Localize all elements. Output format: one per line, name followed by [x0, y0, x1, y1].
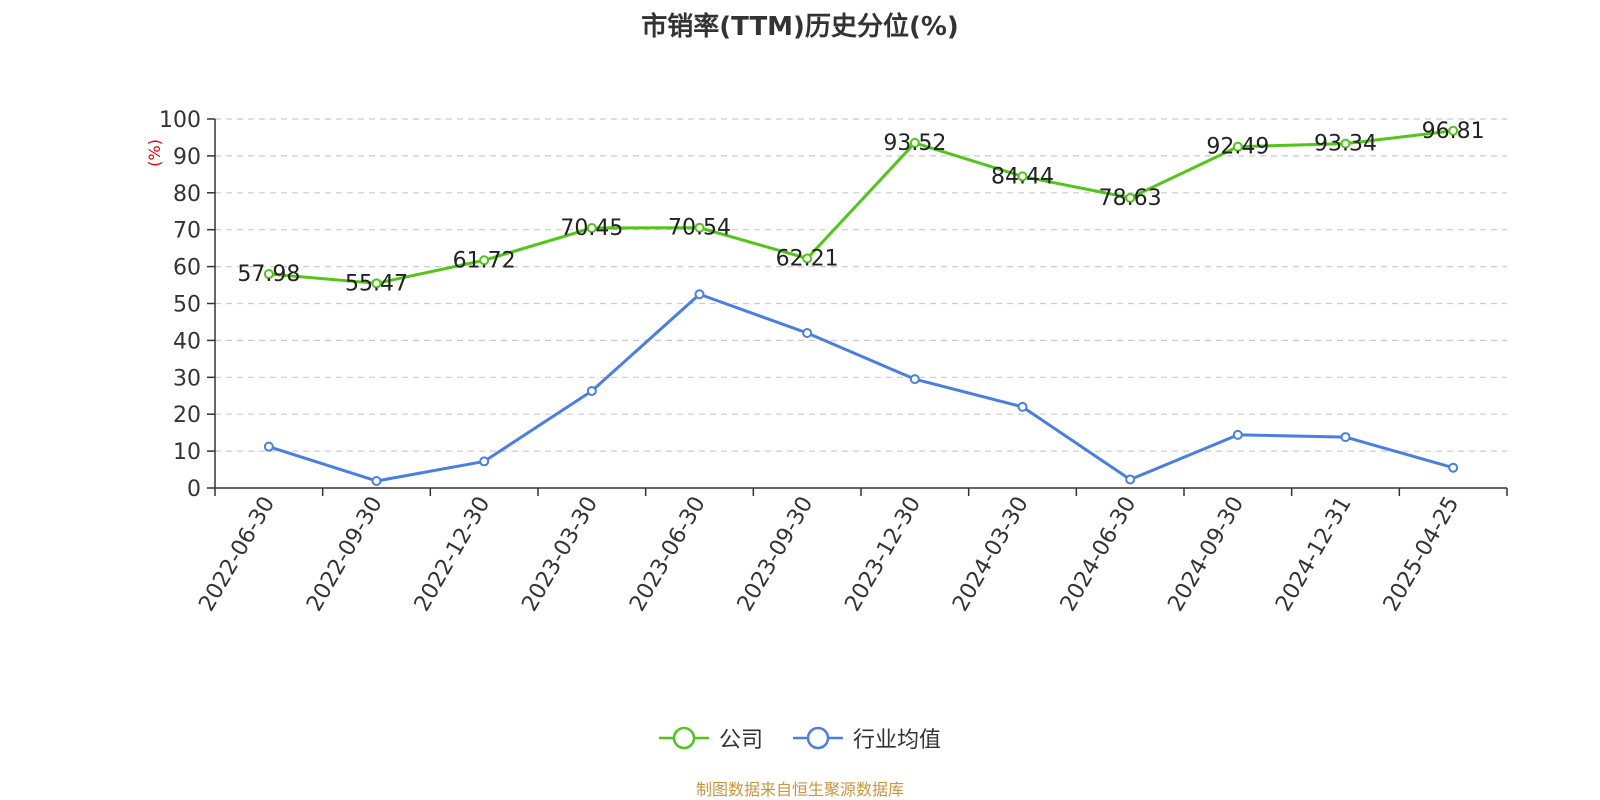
- data-label: 78.63: [1099, 186, 1162, 211]
- series-line-1: [268, 292, 1454, 483]
- data-label: 57.98: [237, 262, 300, 287]
- y-tick-label: 10: [173, 440, 201, 465]
- y-tick-label: 0: [187, 477, 201, 502]
- data-label: 70.45: [560, 216, 623, 241]
- y-tick-label: 20: [173, 403, 201, 428]
- data-point-0: [694, 222, 705, 233]
- x-tick-label: 2022-12-30: [410, 493, 496, 616]
- data-point-0: [479, 255, 490, 266]
- y-axis-label: (%): [145, 139, 164, 167]
- x-tick-label: 2023-06-30: [625, 493, 711, 616]
- x-tick-label: 2025-04-25: [1379, 493, 1465, 616]
- data-point-0: [263, 269, 274, 280]
- series-line-0: [268, 129, 1454, 285]
- legend-item-company[interactable]: 公司: [658, 722, 763, 754]
- data-point-1: [586, 385, 597, 396]
- data-label: 55.47: [345, 271, 408, 296]
- data-point-1: [263, 441, 274, 452]
- data-point-1: [802, 328, 813, 339]
- data-point-1: [1232, 429, 1243, 440]
- legend-label-company: 公司: [718, 728, 763, 753]
- y-tick-label: 40: [173, 329, 201, 354]
- legend-item-industry[interactable]: 行业均值: [793, 722, 941, 754]
- x-tick-label: 2024-06-30: [1056, 493, 1142, 616]
- data-point-1: [694, 289, 705, 300]
- data-label: 70.54: [668, 216, 731, 241]
- data-label: 93.52: [883, 131, 946, 156]
- legend-marker-company: [658, 726, 709, 750]
- data-label: 62.21: [776, 246, 839, 271]
- data-point-1: [1340, 432, 1351, 443]
- data-point-0: [371, 278, 382, 289]
- y-tick-label: 70: [173, 219, 201, 244]
- data-point-0: [1125, 192, 1136, 203]
- x-tick-label: 2024-09-30: [1163, 493, 1249, 616]
- data-point-0: [909, 137, 920, 148]
- data-point-1: [479, 456, 490, 467]
- x-tick-label: 2022-09-30: [302, 493, 388, 616]
- data-label: 61.72: [453, 248, 516, 273]
- data-point-0: [586, 223, 597, 234]
- data-label: 84.44: [991, 164, 1054, 189]
- data-point-1: [1017, 401, 1028, 412]
- x-tick-label: 2024-03-30: [948, 493, 1034, 616]
- y-tick-label: 80: [173, 182, 201, 207]
- chart-title: 市销率(TTM)历史分位(%): [641, 12, 959, 42]
- legend-marker-industry: [793, 726, 843, 750]
- x-tick-label: 2023-09-30: [733, 493, 819, 616]
- data-point-0: [1340, 138, 1351, 149]
- legend-label-industry: 行业均值: [853, 728, 942, 753]
- data-point-1: [371, 475, 382, 486]
- legend: 公司 行业均值: [0, 722, 1600, 754]
- y-tick-label: 50: [173, 293, 201, 318]
- data-point-0: [1017, 171, 1028, 182]
- x-tick-label: 2022-06-30: [194, 493, 280, 616]
- y-tick-label: 90: [173, 145, 201, 170]
- data-label: 92.49: [1206, 135, 1269, 160]
- data-point-0: [802, 253, 813, 264]
- data-label: 96.81: [1422, 119, 1485, 144]
- x-tick-label: 2024-12-31: [1271, 493, 1357, 616]
- y-tick-label: 60: [173, 256, 201, 281]
- data-label: 93.34: [1314, 132, 1377, 157]
- y-tick-label: 100: [159, 108, 201, 133]
- data-source-note: 制图数据来自恒生聚源数据库: [695, 780, 904, 799]
- data-point-1: [909, 374, 920, 385]
- data-point-0: [1232, 141, 1243, 152]
- data-point-1: [1448, 462, 1459, 473]
- y-tick-label: 30: [173, 366, 201, 391]
- data-point-0: [1448, 125, 1459, 136]
- x-tick-label: 2023-12-30: [840, 493, 926, 616]
- x-tick-label: 2023-03-30: [517, 493, 603, 616]
- data-point-1: [1125, 474, 1136, 485]
